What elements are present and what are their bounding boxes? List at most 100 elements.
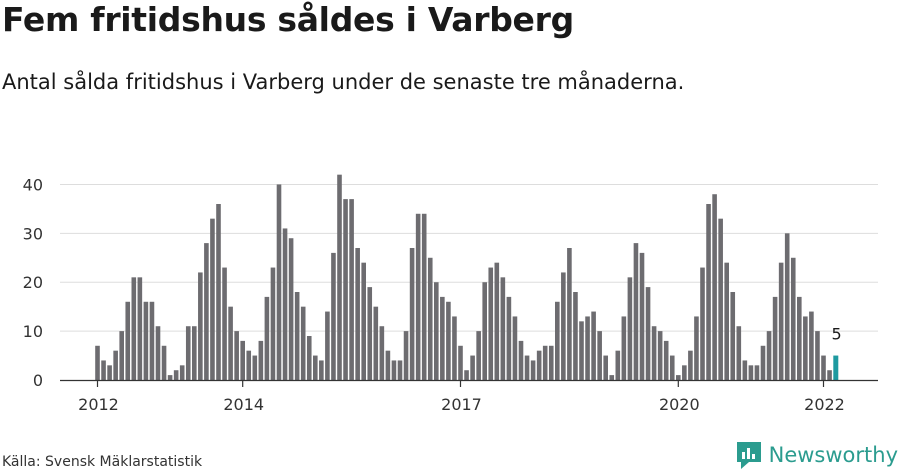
brand-name: Newsworthy xyxy=(768,443,898,467)
bar xyxy=(119,331,124,380)
bar xyxy=(494,262,500,380)
x-tick-label: 2014 xyxy=(223,395,264,414)
bar xyxy=(282,228,288,380)
bar xyxy=(784,233,790,380)
bar xyxy=(313,355,318,380)
bar xyxy=(555,301,560,380)
bar xyxy=(258,340,264,380)
bar xyxy=(427,257,433,380)
x-tick-label: 2020 xyxy=(659,395,700,414)
bar xyxy=(331,252,336,380)
bar xyxy=(651,326,657,380)
bar xyxy=(198,272,203,380)
bar xyxy=(343,199,348,380)
bar xyxy=(663,340,669,380)
bar xyxy=(349,199,354,380)
bar xyxy=(506,296,512,380)
bar xyxy=(385,350,391,380)
bar xyxy=(470,355,475,380)
y-tick-label: 20 xyxy=(23,273,43,292)
bar xyxy=(682,365,687,380)
bar xyxy=(319,360,324,380)
newsworthy-logo-icon xyxy=(736,442,761,469)
bar xyxy=(355,248,360,380)
bar xyxy=(579,321,584,380)
bar xyxy=(700,267,705,380)
bar xyxy=(615,350,621,380)
bar xyxy=(778,262,784,380)
chart-subtitle: Antal sålda fritidshus i Varberg under d… xyxy=(2,70,685,94)
bar xyxy=(161,345,167,380)
bar xyxy=(367,287,373,380)
bar xyxy=(585,316,590,380)
bar xyxy=(185,326,191,380)
bar xyxy=(113,350,118,380)
y-tick-label: 30 xyxy=(23,224,43,243)
bar xyxy=(131,277,137,380)
bar xyxy=(300,306,306,380)
bar xyxy=(173,370,179,380)
bar xyxy=(724,262,729,380)
chart-title: Fem fritidshus såldes i Varberg xyxy=(2,0,574,39)
bar xyxy=(240,340,245,380)
bar xyxy=(403,331,409,380)
bar xyxy=(143,301,149,380)
bar xyxy=(149,301,155,380)
bar xyxy=(530,360,536,380)
value-annotation: 5 xyxy=(832,325,842,344)
bar xyxy=(137,277,143,380)
source-note: Källa: Svensk Mäklarstatistik xyxy=(2,454,203,470)
bar xyxy=(288,238,294,380)
bar xyxy=(561,272,566,380)
bar xyxy=(718,218,723,380)
newsworthy-logo: Newsworthy xyxy=(735,440,898,470)
bar xyxy=(361,262,366,380)
bar xyxy=(464,370,469,380)
bar xyxy=(234,331,239,380)
x-tick-label: 2012 xyxy=(78,395,119,414)
bar xyxy=(476,331,481,380)
bar xyxy=(204,243,209,380)
bar xyxy=(155,326,161,380)
bar xyxy=(772,296,778,380)
y-tick-label: 0 xyxy=(33,371,43,390)
bar xyxy=(379,326,385,380)
bar xyxy=(591,311,596,380)
bar xyxy=(482,282,487,380)
bar xyxy=(567,248,572,380)
bar xyxy=(434,282,439,380)
x-tick-label: 2022 xyxy=(804,395,845,414)
bar xyxy=(222,267,227,380)
bar xyxy=(542,345,548,380)
bar xyxy=(754,365,760,380)
bar xyxy=(210,218,215,380)
bar-highlight xyxy=(833,355,839,380)
bar xyxy=(373,306,379,380)
bar xyxy=(216,204,221,380)
y-tick-label: 40 xyxy=(23,175,43,194)
bar xyxy=(597,331,602,380)
bar xyxy=(125,301,131,380)
bar xyxy=(228,306,233,380)
bar xyxy=(827,370,832,380)
bar xyxy=(797,296,802,380)
bar xyxy=(688,350,693,380)
bar xyxy=(742,360,748,380)
bar xyxy=(500,277,506,380)
bar xyxy=(294,292,300,380)
bar xyxy=(803,316,808,380)
bar xyxy=(409,248,415,380)
bar xyxy=(107,365,112,380)
bar xyxy=(633,243,639,380)
bar xyxy=(736,326,742,380)
bar xyxy=(645,287,651,380)
y-tick-label: 10 xyxy=(23,322,43,341)
x-tick-label: 2017 xyxy=(441,395,482,414)
bar xyxy=(573,292,578,380)
bar xyxy=(192,326,197,380)
bar xyxy=(730,292,736,380)
bar xyxy=(325,311,330,380)
bar xyxy=(760,345,766,380)
bar xyxy=(548,345,554,380)
